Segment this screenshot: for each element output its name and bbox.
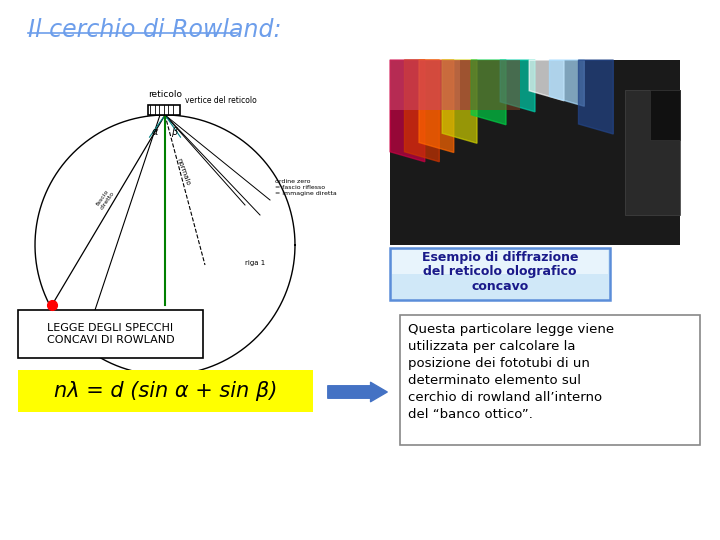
Bar — [390, 248, 610, 300]
Text: vertice del reticolo: vertice del reticolo — [185, 96, 257, 105]
Text: $\alpha$: $\alpha$ — [151, 127, 159, 137]
Text: reticolo: reticolo — [148, 90, 182, 99]
Text: riga 1: riga 1 — [245, 260, 265, 266]
Polygon shape — [471, 60, 506, 125]
Bar — [390, 60, 470, 110]
Text: nλ = d (sin α + sin β): nλ = d (sin α + sin β) — [54, 381, 277, 401]
Bar — [400, 315, 700, 445]
Polygon shape — [549, 60, 585, 106]
Text: intervallo spettrale utilizzabile: intervallo spettrale utilizzabile — [112, 385, 218, 391]
Polygon shape — [442, 60, 477, 143]
Text: LEGGE DEGLI SPECCHI
CONCAVI DI ROWLAND: LEGGE DEGLI SPECCHI CONCAVI DI ROWLAND — [47, 323, 174, 345]
Polygon shape — [529, 60, 564, 100]
Bar — [18, 370, 313, 412]
Text: normalo: normalo — [175, 157, 191, 186]
Text: Esempio di diffrazione
del reticolo olografico
concavo: Esempio di diffrazione del reticolo olog… — [422, 251, 578, 294]
Text: ordine zero
= fascio riflesso
= immagine diretta: ordine zero = fascio riflesso = immagine… — [275, 179, 337, 196]
Text: fascio
diretto: fascio diretto — [94, 187, 115, 211]
Polygon shape — [419, 60, 454, 152]
Text: $\beta$: $\beta$ — [171, 125, 179, 139]
Bar — [625, 90, 680, 215]
Polygon shape — [405, 60, 439, 162]
Bar — [392, 250, 608, 274]
Polygon shape — [500, 60, 535, 112]
FancyArrowPatch shape — [328, 382, 387, 402]
Polygon shape — [578, 60, 613, 134]
Bar — [390, 60, 680, 245]
Text: Il cerchio di Rowland:: Il cerchio di Rowland: — [28, 18, 282, 42]
Text: Questa particolare legge viene
utilizzata per calcolare la
posizione dei fototub: Questa particolare legge viene utilizzat… — [408, 323, 614, 421]
Bar — [148, 105, 180, 115]
Bar — [18, 310, 203, 358]
Bar — [460, 60, 520, 110]
Polygon shape — [390, 60, 425, 162]
Text: sorgente: sorgente — [35, 314, 73, 323]
Bar — [650, 90, 680, 140]
